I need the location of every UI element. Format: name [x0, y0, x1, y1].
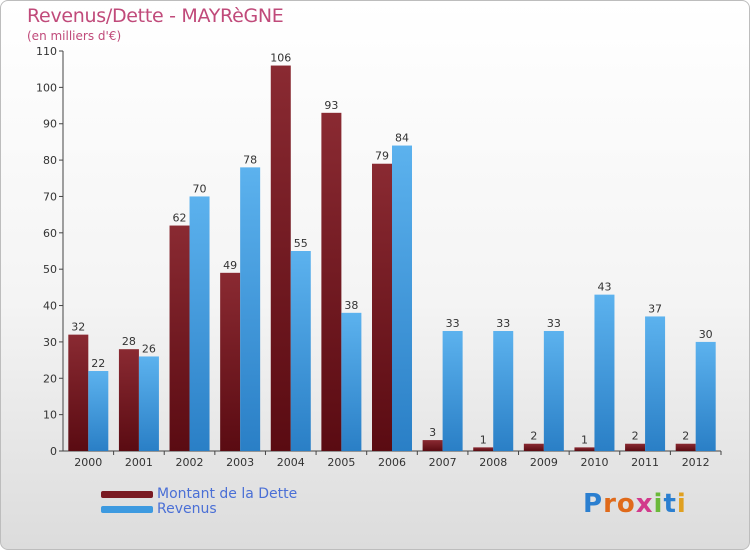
value-label-revenus: 38: [344, 299, 358, 312]
legend-label-debt: Montant de la Dette: [157, 486, 298, 502]
y-tick-label: 40: [43, 300, 57, 313]
bar-dette: [574, 447, 595, 451]
bar-revenus: [138, 356, 159, 451]
chart-title: Revenus/Dette - MAYRèGNE: [27, 5, 284, 27]
bar-dette: [270, 65, 291, 451]
bar-revenus: [392, 145, 412, 451]
y-tick-label: 60: [43, 227, 57, 240]
bar-dette: [625, 443, 646, 451]
bar-revenus: [493, 331, 514, 451]
bar-revenus: [645, 316, 666, 451]
logo-letter: i: [653, 489, 664, 519]
x-tick-label: 2012: [682, 456, 710, 469]
y-tick-label: 20: [43, 372, 57, 385]
value-label-revenus: 22: [91, 357, 105, 370]
logo-letter: r: [603, 489, 617, 519]
y-tick-label: 100: [36, 81, 57, 94]
value-label-revenus: 33: [496, 317, 510, 330]
value-label-dette: 2: [530, 430, 537, 443]
x-tick-label: 2001: [125, 456, 153, 469]
value-label-revenus: 78: [243, 153, 257, 166]
logo-letter: t: [663, 489, 677, 519]
logo-letter: x: [635, 489, 654, 519]
y-tick-label: 30: [43, 336, 57, 349]
chart-bars: [68, 65, 716, 452]
y-tick-label: 80: [43, 154, 57, 167]
x-tick-label: 2011: [631, 456, 659, 469]
bar-revenus: [290, 251, 311, 451]
bar-dette: [68, 334, 89, 451]
bar-dette: [473, 447, 494, 451]
logo-letter: o: [616, 489, 636, 519]
value-label-revenus: 43: [597, 281, 611, 294]
value-label-revenus: 30: [699, 328, 713, 341]
x-tick-label: 2002: [176, 456, 204, 469]
value-label-dette: 2: [632, 430, 639, 443]
x-tick-label: 2000: [74, 456, 102, 469]
bar-revenus: [695, 341, 716, 451]
bar-dette: [372, 163, 392, 451]
value-label-revenus: 84: [395, 132, 409, 145]
logo-letter: P: [583, 489, 604, 519]
value-label-revenus: 70: [193, 182, 207, 195]
bar-revenus: [88, 371, 109, 451]
logo-letter: i: [676, 489, 687, 519]
x-tick-label: 2004: [277, 456, 305, 469]
y-tick-label: 50: [43, 263, 57, 276]
bar-dette: [169, 225, 190, 451]
x-tick-label: 2006: [378, 456, 406, 469]
bar-dette: [422, 440, 443, 451]
value-label-dette: 106: [270, 52, 291, 65]
value-label-dette: 32: [71, 321, 85, 334]
bar-revenus: [442, 331, 463, 451]
bar-dette: [118, 349, 139, 451]
value-label-dette: 1: [581, 433, 588, 446]
value-label-revenus: 55: [294, 237, 308, 250]
bar-revenus: [240, 167, 261, 451]
proxiti-logo: Proxiti: [583, 489, 687, 519]
y-tick-label: 0: [50, 445, 57, 458]
x-tick-label: 2005: [327, 456, 355, 469]
bar-dette: [675, 443, 696, 451]
chart-value-labels: 3222282662704978106559338798433313323314…: [71, 52, 712, 447]
y-tick-label: 70: [43, 190, 57, 203]
bar-revenus: [543, 331, 564, 451]
bar-revenus: [189, 196, 210, 451]
legend-label-revenus: Revenus: [157, 501, 217, 517]
bar-dette: [220, 272, 241, 451]
y-tick-label: 110: [36, 45, 57, 58]
x-tick-label: 2008: [479, 456, 507, 469]
value-label-dette: 79: [375, 150, 389, 163]
x-tick-label: 2010: [580, 456, 608, 469]
bar-dette: [523, 443, 544, 451]
bar-revenus: [341, 312, 362, 451]
value-label-dette: 93: [324, 99, 338, 112]
legend-swatch-debt: [101, 491, 153, 498]
value-label-dette: 2: [682, 430, 689, 443]
value-label-revenus: 33: [547, 317, 561, 330]
value-label-revenus: 37: [648, 302, 662, 315]
value-label-dette: 49: [223, 259, 237, 272]
value-label-dette: 28: [122, 335, 136, 348]
value-label-revenus: 33: [446, 317, 460, 330]
bar-revenus: [594, 294, 615, 451]
x-tick-label: 2007: [429, 456, 457, 469]
x-tick-label: 2009: [530, 456, 558, 469]
value-label-dette: 3: [429, 426, 436, 439]
value-label-revenus: 26: [142, 342, 156, 355]
x-tick-label: 2003: [226, 456, 254, 469]
y-tick-label: 10: [43, 409, 57, 422]
y-tick-label: 90: [43, 118, 57, 131]
legend-swatch-revenus: [101, 506, 153, 513]
value-label-dette: 62: [173, 212, 187, 225]
chart-subtitle: (en milliers d'€): [27, 29, 122, 43]
bar-dette: [321, 112, 342, 452]
value-label-dette: 1: [480, 433, 487, 446]
